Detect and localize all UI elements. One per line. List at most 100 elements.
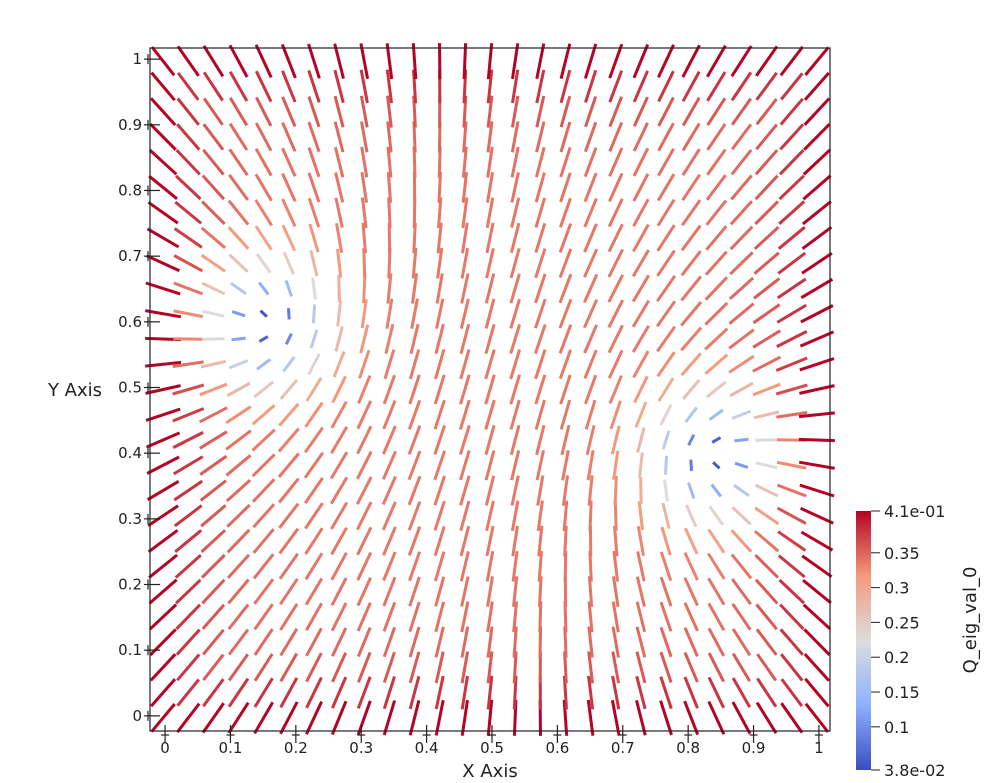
director-glyph bbox=[779, 123, 805, 151]
director-glyph bbox=[632, 70, 649, 103]
director-glyph bbox=[706, 97, 727, 126]
director-glyph bbox=[659, 551, 673, 582]
director-glyph bbox=[776, 483, 807, 498]
y-axis: 0 0.1 0.2 0.3 0.4 0.5 0.6 0.7 0.8 0.9 1 bbox=[118, 50, 160, 725]
director-glyph bbox=[775, 383, 808, 396]
director-glyph bbox=[303, 426, 324, 454]
director-glyph bbox=[587, 475, 594, 506]
director-glyph bbox=[282, 251, 295, 275]
director-glyph bbox=[281, 172, 297, 203]
director-glyph bbox=[680, 224, 702, 252]
director-glyph bbox=[433, 500, 446, 531]
director-glyph bbox=[202, 678, 225, 708]
director-glyph bbox=[584, 69, 598, 103]
director-glyph bbox=[356, 676, 372, 709]
director-glyph bbox=[661, 502, 671, 529]
director-glyph bbox=[176, 97, 200, 126]
director-glyph bbox=[777, 554, 806, 579]
director-glyph bbox=[707, 676, 726, 709]
director-glyph bbox=[779, 603, 805, 631]
director-glyph bbox=[433, 399, 446, 430]
director-glyph bbox=[173, 455, 204, 476]
director-glyph bbox=[559, 399, 572, 430]
director-glyph bbox=[632, 350, 650, 379]
director-glyph bbox=[752, 303, 781, 325]
director-glyph bbox=[407, 425, 422, 455]
director-glyph bbox=[259, 309, 268, 318]
director-glyph bbox=[308, 223, 320, 253]
director-glyph bbox=[227, 226, 250, 250]
director-glyph bbox=[173, 254, 204, 273]
director-glyph bbox=[433, 374, 446, 405]
director-glyph bbox=[381, 450, 397, 480]
director-glyph bbox=[459, 551, 470, 582]
director-glyph bbox=[659, 601, 673, 632]
director-glyph bbox=[356, 526, 373, 556]
director-glyph bbox=[729, 381, 754, 398]
director-glyph bbox=[174, 529, 203, 553]
director-glyph bbox=[608, 147, 624, 177]
director-glyph bbox=[609, 400, 622, 430]
director-glyph bbox=[307, 172, 321, 203]
y-tick-label: 0.2 bbox=[118, 576, 142, 594]
director-glyph bbox=[608, 43, 624, 79]
director-glyph bbox=[486, 43, 494, 80]
director-glyph bbox=[607, 274, 625, 303]
director-glyph bbox=[776, 330, 808, 348]
director-glyph bbox=[148, 578, 178, 605]
y-tick-label: 0.4 bbox=[118, 444, 142, 462]
director-glyph bbox=[355, 450, 373, 480]
director-glyph bbox=[587, 601, 594, 633]
director-glyph bbox=[256, 358, 272, 371]
director-glyph bbox=[704, 301, 729, 326]
director-glyph bbox=[583, 172, 598, 203]
director-glyph bbox=[752, 355, 782, 373]
director-glyph bbox=[411, 273, 419, 304]
colorbar-tick-label: 0.1 bbox=[884, 718, 909, 737]
colorbar-tick-label: 0.15 bbox=[884, 683, 920, 702]
director-glyph bbox=[583, 248, 599, 278]
director-glyph bbox=[509, 424, 521, 456]
director-glyph bbox=[436, 222, 443, 254]
director-glyph bbox=[587, 626, 594, 658]
director-glyph bbox=[731, 506, 752, 526]
director-glyph bbox=[251, 453, 276, 478]
director-glyph bbox=[433, 475, 446, 506]
director-glyph bbox=[607, 299, 625, 329]
director-glyph bbox=[462, 43, 468, 80]
director-glyph bbox=[509, 399, 521, 430]
director-glyph bbox=[336, 300, 342, 327]
director-glyph bbox=[584, 96, 598, 128]
director-glyph bbox=[227, 199, 250, 226]
director-glyph bbox=[639, 476, 643, 505]
director-glyph bbox=[147, 201, 179, 225]
director-glyph bbox=[231, 336, 246, 342]
director-glyph bbox=[798, 437, 835, 443]
director-glyph bbox=[753, 225, 780, 250]
director-glyph bbox=[587, 576, 594, 608]
director-glyph bbox=[756, 653, 778, 682]
director-glyph bbox=[657, 147, 675, 177]
director-glyph bbox=[408, 626, 421, 658]
director-glyph bbox=[382, 526, 397, 556]
director-glyph bbox=[612, 450, 620, 480]
director-glyph bbox=[659, 700, 673, 736]
director-glyph bbox=[146, 480, 180, 501]
director-glyph bbox=[534, 374, 547, 405]
director-glyph bbox=[634, 401, 648, 429]
y-tick-label: 0 bbox=[132, 707, 142, 725]
director-glyph bbox=[704, 353, 729, 375]
director-glyph bbox=[174, 200, 203, 225]
director-glyph bbox=[562, 699, 569, 736]
director-glyph bbox=[434, 601, 446, 633]
director-glyph bbox=[657, 44, 675, 79]
director-glyph bbox=[512, 626, 518, 658]
director-glyph bbox=[710, 483, 723, 498]
director-glyph bbox=[485, 197, 495, 229]
director-glyph bbox=[632, 147, 650, 177]
director-glyph bbox=[146, 227, 180, 249]
director-glyph bbox=[253, 628, 274, 656]
director-glyph bbox=[681, 379, 701, 400]
director-glyph bbox=[307, 43, 321, 79]
director-glyph bbox=[804, 677, 830, 708]
